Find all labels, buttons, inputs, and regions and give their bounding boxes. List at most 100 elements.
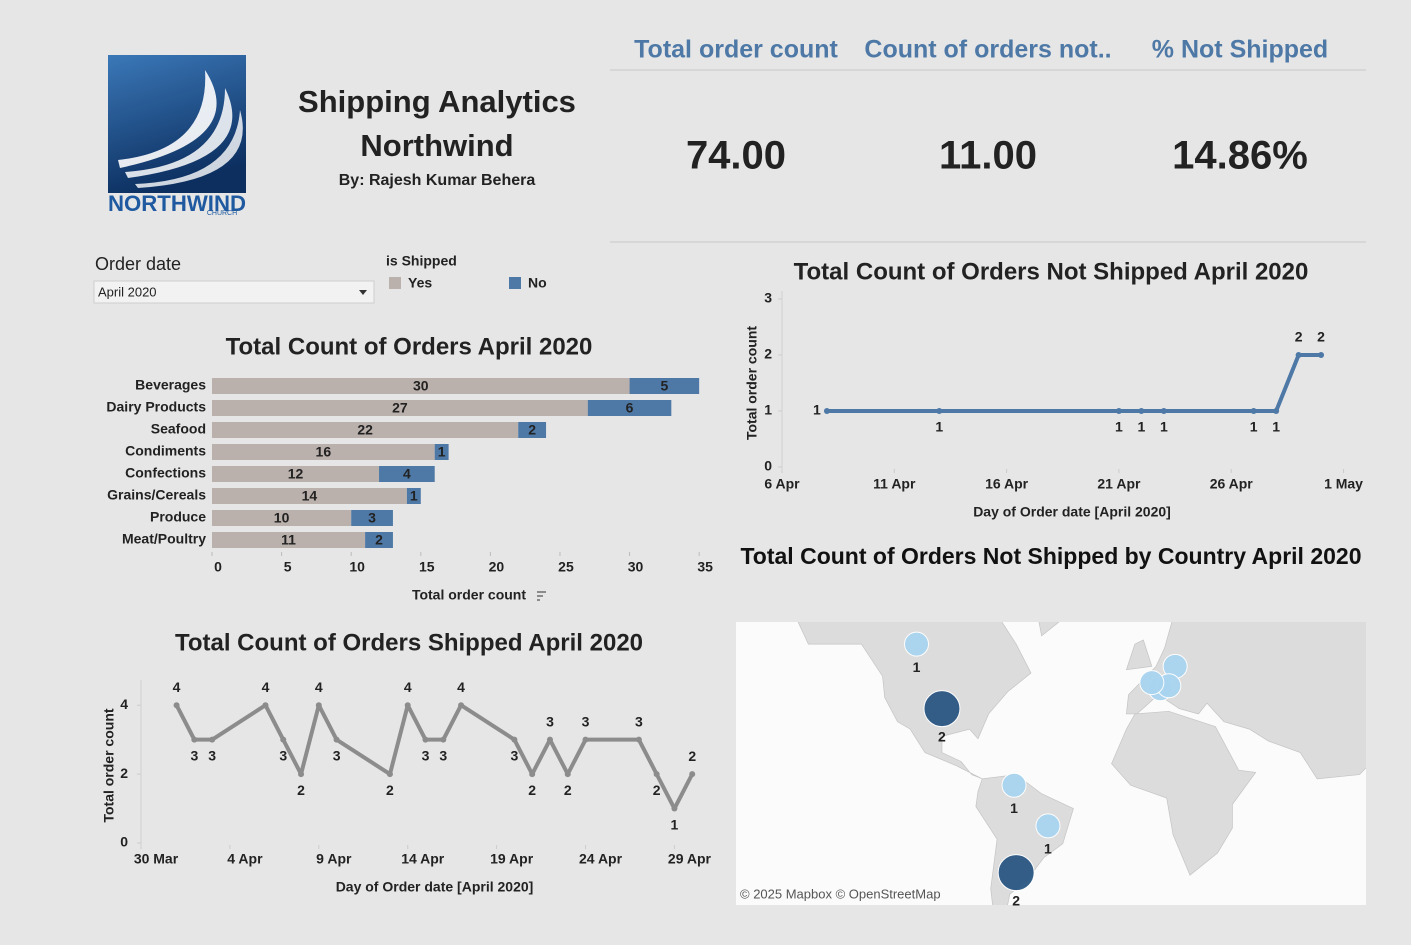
bar-segment [212,510,352,526]
legend-label: No [528,275,547,291]
landmass [797,622,1032,780]
point [936,408,943,414]
x-tick-label: 15 [419,559,435,575]
point [440,736,447,743]
y-tick-label: Beverages [135,377,206,393]
x-tick-label: 5 [284,559,292,575]
logo: NORTHWIND CHURCH [108,55,246,217]
data-label: 16 [316,444,332,460]
data-label: 1 [1160,419,1168,435]
x-tick-label: 1 May [1324,476,1363,492]
x-tick-label: 19 Apr [490,851,534,867]
y-tick-label: Condiments [125,443,206,459]
point [529,771,536,778]
y-tick-label: Dairy Products [106,399,206,415]
x-tick-label: 30 Mar [134,851,179,867]
data-label: 3 [422,747,430,763]
data-label: 3 [333,747,341,763]
x-axis-label: Day of Order date [April 2020] [973,504,1171,520]
logo-name: NORTHWIND [108,191,246,216]
data-label: 1 [935,419,943,435]
logo-swoosh [135,110,243,188]
x-axis-label: Total order count [412,587,526,603]
data-label: 4 [404,679,412,695]
data-label: 2 [1317,329,1325,345]
x-tick-label: 21 Apr [1097,476,1141,492]
y-axis-label: Total order count [744,326,760,440]
filter-label: Order date [95,254,181,274]
legend-title: is Shipped [386,253,457,269]
data-label: 2 [528,782,536,798]
kpi-label: % Not Shipped [1152,36,1328,64]
x-tick-label: 35 [697,559,713,575]
data-label: 1 [1137,419,1145,435]
bar-segment [212,400,588,416]
data-label: 3 [546,713,554,729]
data-label: 1 [1010,800,1018,816]
point [511,736,518,743]
point [689,771,696,778]
x-tick-label: 20 [489,559,505,575]
y-tick-label: 3 [764,290,772,306]
point [582,736,589,743]
data-label: 1 [813,402,821,418]
bar-segment [212,422,519,438]
chart-title: Total Count of Orders Not Shipped by Cou… [740,543,1362,569]
data-label: 1 [410,488,418,504]
landmass [1038,622,1060,637]
point [386,771,393,778]
bar-segment [351,510,393,526]
kpi-label: Count of orders not.. [864,36,1111,64]
bubble [1001,772,1027,798]
x-axis-label: Day of Order date [April 2020] [336,879,534,895]
data-label: 3 [582,713,590,729]
point [653,771,660,778]
data-label: 2 [688,748,696,764]
data-label: 3 [279,747,287,763]
x-tick-label: 4 Apr [227,851,263,867]
data-label: 5 [660,378,668,394]
x-tick-label: 6 Apr [764,476,800,492]
map-title-box: Total Count of Orders Not Shipped by Cou… [740,543,1362,569]
data-label: 4 [457,679,465,695]
point [1250,408,1257,414]
legend-label: Yes [408,275,432,291]
data-label: 6 [626,400,634,416]
x-tick-label: 11 Apr [873,476,916,492]
dropdown-arrow[interactable] [359,290,367,295]
y-tick-label: 2 [764,346,772,362]
data-label: 1 [1044,841,1052,857]
legend-swatch [509,277,521,289]
data-label: 2 [375,532,383,548]
point [1273,408,1280,414]
data-label: 2 [386,782,394,798]
x-tick-label: 24 Apr [579,851,623,867]
line [174,703,694,811]
data-label: 2 [564,782,572,798]
data-label: 3 [439,747,447,763]
dropdown-box[interactable] [93,280,375,304]
x-tick-label: 14 Apr [401,851,445,867]
point [422,736,429,743]
x-tick-label: 16 Apr [985,476,1029,492]
data-label: 1 [438,444,446,460]
data-label: 4 [315,679,323,695]
point [404,702,411,709]
landmass [1125,639,1153,671]
dropdown-value[interactable]: April 2020 [98,284,157,299]
data-label: 2 [297,782,305,798]
bar-segment [212,444,435,460]
data-label: 2 [1295,329,1303,345]
x-tick-label: 26 Apr [1210,476,1254,492]
data-label: 1 [671,816,679,832]
data-label: 22 [357,422,373,438]
sort-icon [537,591,546,601]
point [1295,352,1302,358]
map-credit: © 2025 Mapbox © OpenStreetMap [740,886,941,901]
point [671,805,678,812]
filter-dropdown[interactable]: April 2020 [93,280,375,304]
data-label: 27 [392,400,408,416]
bubble [997,854,1035,892]
